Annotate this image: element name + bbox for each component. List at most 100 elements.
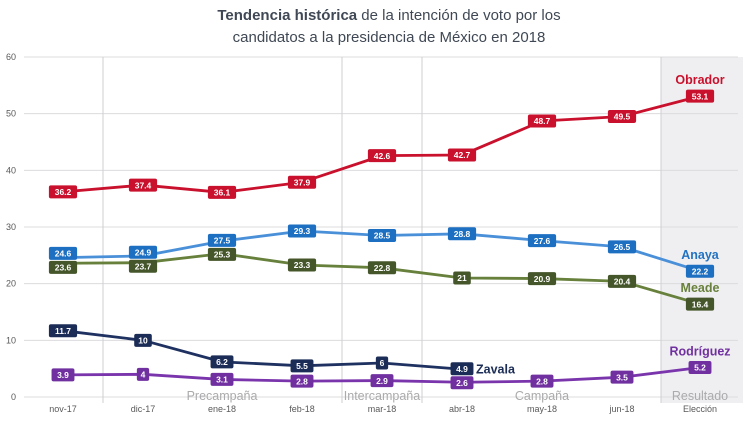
- x-axis-tick-label: ene-18: [208, 404, 236, 414]
- series-line-meade: [62, 252, 701, 306]
- data-label-box-zavala: [134, 333, 152, 347]
- series-name-label-obrador: Obrador: [675, 73, 724, 87]
- data-label-zavala: 6.2: [216, 357, 228, 367]
- data-label-box-obrador: [48, 185, 78, 199]
- phase-label: Campaña: [515, 389, 569, 403]
- data-label-box-obrador: [287, 175, 317, 189]
- data-label-obrador: 37.9: [294, 177, 311, 187]
- data-label-box-meade: [527, 272, 557, 286]
- data-label-meade: 22.8: [374, 263, 391, 273]
- chart-title-bold: Tendencia histórica: [217, 7, 358, 24]
- chart-title-line1: Tendencia histórica de la intención de v…: [34, 5, 744, 27]
- data-label-box-rodriguez: [610, 370, 634, 384]
- data-label-box-rodriguez: [51, 368, 75, 382]
- data-label-box-obrador: [685, 89, 715, 103]
- phase-label: Intercampaña: [344, 389, 420, 403]
- y-axis-tick-label: 30: [6, 222, 16, 232]
- data-label-box-rodriguez: [370, 374, 394, 388]
- x-axis-tick-label: mar-18: [368, 404, 397, 414]
- data-label-anaya: 28.5: [374, 231, 391, 241]
- data-label-obrador: 53.1: [692, 91, 709, 101]
- y-axis-tick-label: 20: [6, 279, 16, 289]
- data-label-box-meade: [287, 258, 317, 272]
- x-axis-tick-label: jun-18: [608, 404, 634, 414]
- phase-label: Resultado: [672, 389, 728, 403]
- data-label-box-zavala: [210, 355, 234, 369]
- data-label-box-meade: [607, 274, 637, 288]
- x-axis-tick-label: nov-17: [49, 404, 77, 414]
- y-axis-tick-label: 50: [6, 109, 16, 119]
- data-label-rodriguez: 5.2: [694, 363, 706, 373]
- data-label-rodriguez: 3.5: [616, 372, 628, 382]
- data-label-meade: 23.3: [294, 260, 311, 270]
- data-label-box-meade: [367, 261, 397, 275]
- data-label-anaya: 27.5: [214, 236, 231, 246]
- data-label-box-anaya: [527, 234, 557, 248]
- data-label-zavala: 5.5: [296, 361, 308, 371]
- data-label-obrador: 37.4: [135, 180, 152, 190]
- series-anaya: 24.6 24.9 27.5 29.3 28.5 28.8 27.6 26.5 22.2 Anay…: [48, 224, 720, 278]
- y-axis-tick-label: 0: [11, 392, 16, 402]
- data-label-meade: 21: [457, 273, 467, 283]
- data-label-obrador: 42.7: [454, 150, 471, 160]
- data-label-obrador: 48.7: [534, 116, 551, 126]
- data-label-box-rodriguez: [290, 374, 314, 388]
- data-label-obrador: 42.6: [374, 151, 391, 161]
- data-label-box-zavala: [375, 356, 389, 370]
- data-label-rodriguez: 2.8: [536, 376, 548, 386]
- data-label-box-rodriguez: [688, 361, 712, 375]
- data-label-box-rodriguez: [530, 374, 554, 388]
- data-label-meade: 16.4: [692, 299, 709, 309]
- series-name-label-meade: Meade: [681, 281, 720, 295]
- data-label-rodriguez: 2.6: [456, 378, 468, 388]
- y-axis-tick-label: 10: [6, 335, 16, 345]
- data-label-zavala: 11.7: [55, 326, 71, 336]
- data-label-anaya: 24.9: [135, 248, 152, 258]
- data-label-box-meade: [128, 259, 158, 273]
- data-label-anaya: 22.2: [692, 266, 709, 276]
- phase-label: Precampaña: [187, 389, 258, 403]
- data-label-meade: 20.4: [614, 277, 631, 287]
- data-label-anaya: 27.6: [534, 236, 551, 246]
- data-label-box-obrador: [207, 185, 237, 199]
- data-label-box-zavala: [450, 362, 474, 376]
- result-column-shade: [661, 57, 743, 403]
- data-label-box-anaya: [685, 264, 715, 278]
- series-obrador: 36.2 37.4 36.1 37.9 42.6 42.7 48.7 49.5 53.1 Obra…: [48, 73, 725, 199]
- data-label-box-obrador: [367, 149, 397, 163]
- data-label-box-anaya: [447, 227, 477, 241]
- x-axis-tick-label: dic-17: [131, 404, 156, 414]
- data-label-box-anaya: [367, 229, 397, 242]
- data-label-meade: 25.3: [214, 250, 231, 260]
- data-label-box-meade: [207, 247, 237, 261]
- y-axis-tick-label: 60: [6, 52, 16, 62]
- data-label-box-anaya: [48, 246, 78, 260]
- series-name-label-zavala: Zavala: [476, 363, 516, 377]
- data-label-box-rodriguez: [210, 372, 234, 386]
- data-label-anaya: 28.8: [454, 229, 471, 239]
- data-label-meade: 23.7: [135, 262, 152, 272]
- data-label-box-obrador: [527, 114, 557, 128]
- series-name-label-anaya: Anaya: [681, 248, 720, 262]
- data-label-rodriguez: 4: [141, 370, 146, 380]
- data-label-box-anaya: [607, 240, 637, 254]
- data-label-anaya: 24.6: [55, 249, 72, 259]
- x-axis-tick-label: feb-18: [289, 404, 315, 414]
- series-line-zavala: [62, 329, 463, 371]
- data-label-meade: 20.9: [534, 274, 551, 284]
- data-label-box-zavala: [48, 324, 78, 338]
- data-label-box-anaya: [128, 245, 158, 259]
- data-label-box-rodriguez: [136, 367, 150, 381]
- chart-title-line2: candidatos a la presidencia de México en…: [232, 29, 546, 46]
- y-axis-tick-label: 40: [6, 165, 16, 175]
- series-zavala: 11.7 10 6.2 5.5 6 4.9 Zavala: [48, 324, 516, 377]
- data-label-box-obrador: [447, 148, 477, 162]
- data-label-obrador: 49.5: [614, 112, 631, 122]
- data-label-box-meade: [48, 260, 78, 274]
- chart-title: Tendencia histórica de la intención de v…: [34, 5, 744, 49]
- data-label-box-rodriguez: [450, 376, 474, 390]
- data-label-meade: 23.6: [55, 263, 72, 273]
- series-name-label-rodriguez: Rodríguez: [669, 345, 730, 359]
